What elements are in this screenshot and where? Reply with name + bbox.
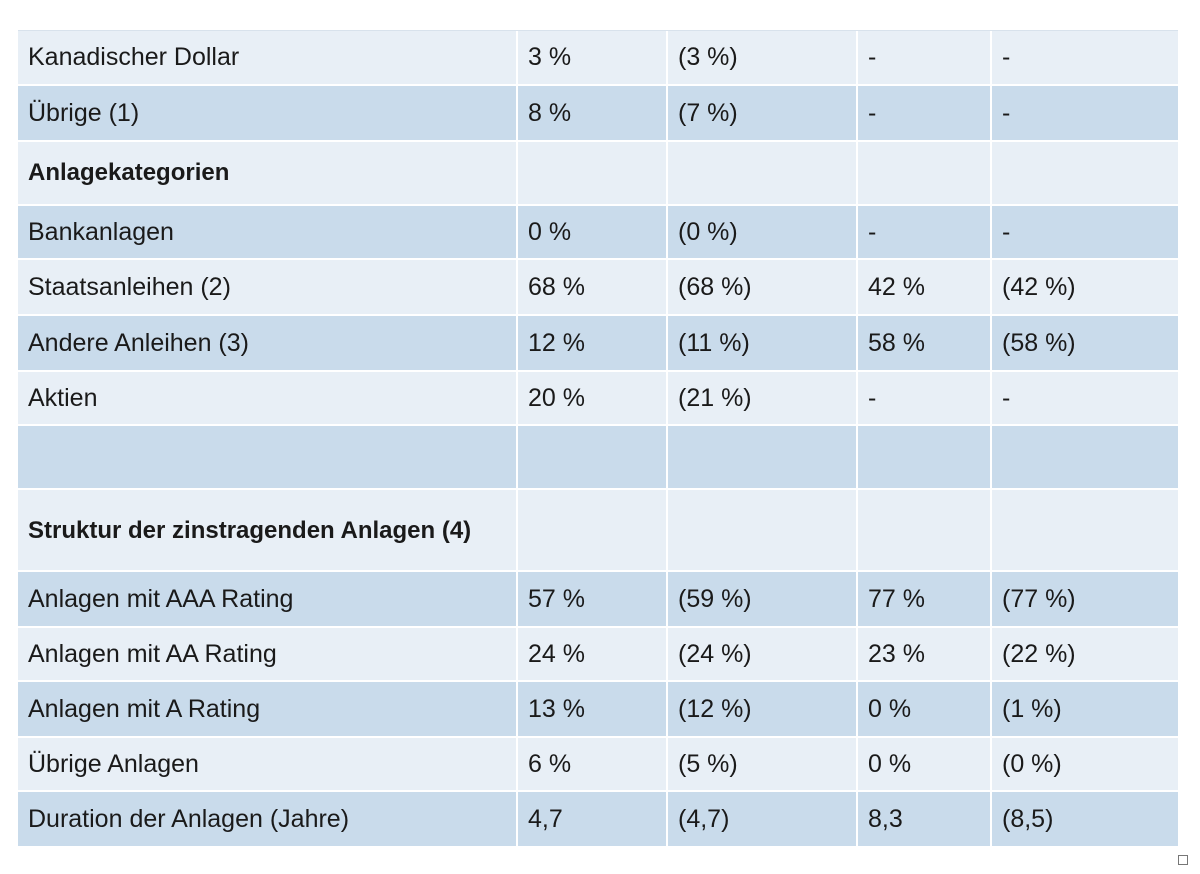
value-cell-3: - — [857, 31, 992, 86]
table-row: Anlagen mit AA Rating 24 % (24 %) 23 % (22 %… — [18, 627, 1178, 682]
allocation-table-container: Kanadischer Dollar 3 % (3 %) - - Übrige (1) 8 … — [18, 30, 1178, 848]
table-row: Anlagekategorien — [18, 141, 1178, 206]
value-cell-3 — [857, 425, 992, 490]
value-cell-3: 77 % — [857, 571, 992, 628]
value-cell-3: 42 % — [857, 259, 992, 316]
value-cell-1: 12 % — [517, 315, 668, 372]
row-label-cell: Staatsanleihen (2) — [18, 259, 518, 316]
row-label-cell: Kanadischer Dollar — [18, 31, 518, 86]
value-cell-1: 20 % — [517, 371, 668, 426]
value-cell-2: (4,7) — [667, 791, 858, 848]
value-cell-1: 4,7 — [517, 791, 668, 848]
value-cell-1: 0 % — [517, 205, 668, 260]
row-label-cell: Duration der Anlagen (Jahre) — [18, 791, 518, 848]
value-cell-2: (21 %) — [667, 371, 858, 426]
value-cell-4: (22 %) — [991, 627, 1178, 682]
value-cell-4 — [991, 489, 1178, 572]
table-row: Kanadischer Dollar 3 % (3 %) - - — [18, 31, 1178, 86]
value-cell-3: 0 % — [857, 737, 992, 792]
table-row: Übrige Anlagen 6 % (5 %) 0 % (0 %) — [18, 737, 1178, 792]
value-cell-1 — [517, 489, 668, 572]
value-cell-3: - — [857, 205, 992, 260]
table-row: Aktien 20 % (21 %) - - — [18, 371, 1178, 426]
value-cell-3: 8,3 — [857, 791, 992, 848]
value-cell-2: (24 %) — [667, 627, 858, 682]
value-cell-3: 58 % — [857, 315, 992, 372]
value-cell-4: - — [991, 31, 1178, 86]
value-cell-2: (12 %) — [667, 681, 858, 738]
value-cell-1: 6 % — [517, 737, 668, 792]
value-cell-4: (58 %) — [991, 315, 1178, 372]
value-cell-4: - — [991, 371, 1178, 426]
table-row: Anlagen mit AAA Rating 57 % (59 %) 77 % (77 … — [18, 571, 1178, 628]
value-cell-4 — [991, 141, 1178, 206]
row-label-cell: Struktur der zinstragenden Anlagen (4) — [18, 489, 518, 572]
value-cell-2 — [667, 425, 858, 490]
value-cell-1: 13 % — [517, 681, 668, 738]
value-cell-4: - — [991, 205, 1178, 260]
table-row: Duration der Anlagen (Jahre) 4,7 (4,7) 8,3(… — [18, 791, 1178, 848]
row-label-cell — [18, 425, 518, 490]
value-cell-2 — [667, 141, 858, 206]
value-cell-2 — [667, 489, 858, 572]
value-cell-3: - — [857, 85, 992, 142]
table-row: Andere Anleihen (3) 12 % (11 %) 58 % (58 %) — [18, 315, 1178, 372]
value-cell-3: 0 % — [857, 681, 992, 738]
value-cell-2: (11 %) — [667, 315, 858, 372]
table-resize-handle[interactable] — [1178, 855, 1188, 865]
value-cell-4: (0 %) — [991, 737, 1178, 792]
value-cell-2: (7 %) — [667, 85, 858, 142]
value-cell-1: 8 % — [517, 85, 668, 142]
row-label-cell: Anlagen mit AAA Rating — [18, 571, 518, 628]
row-label-cell: Aktien — [18, 371, 518, 426]
value-cell-1 — [517, 425, 668, 490]
value-cell-4: (8,5) — [991, 791, 1178, 848]
table-body: Kanadischer Dollar 3 % (3 %) - - Übrige (1) 8 … — [18, 31, 1178, 848]
table-row — [18, 425, 1178, 490]
table-row: Anlagen mit A Rating 13 % (12 %) 0 % (1 %) — [18, 681, 1178, 738]
value-cell-1: 57 % — [517, 571, 668, 628]
value-cell-2: (3 %) — [667, 31, 858, 86]
value-cell-2: (5 %) — [667, 737, 858, 792]
table-row: Übrige (1) 8 % (7 %) - - — [18, 85, 1178, 142]
row-label-cell: Andere Anleihen (3) — [18, 315, 518, 372]
table-row: Staatsanleihen (2) 68 % (68 %) 42 % (42 %) — [18, 259, 1178, 316]
value-cell-1: 68 % — [517, 259, 668, 316]
value-cell-4: (77 %) — [991, 571, 1178, 628]
value-cell-1 — [517, 141, 668, 206]
value-cell-4: (42 %) — [991, 259, 1178, 316]
value-cell-3: - — [857, 371, 992, 426]
row-label-cell: Anlagekategorien — [18, 141, 518, 206]
table-row: Struktur der zinstragenden Anlagen (4) — [18, 489, 1178, 572]
value-cell-2: (0 %) — [667, 205, 858, 260]
allocation-table: Kanadischer Dollar 3 % (3 %) - - Übrige (1) 8 … — [18, 31, 1178, 848]
value-cell-1: 3 % — [517, 31, 668, 86]
table-row: Bankanlagen 0 % (0 %) - - — [18, 205, 1178, 260]
value-cell-3 — [857, 489, 992, 572]
row-label-cell: Anlagen mit AA Rating — [18, 627, 518, 682]
row-label-cell: Bankanlagen — [18, 205, 518, 260]
value-cell-3: 23 % — [857, 627, 992, 682]
value-cell-2: (59 %) — [667, 571, 858, 628]
value-cell-4: (1 %) — [991, 681, 1178, 738]
row-label-cell: Übrige Anlagen — [18, 737, 518, 792]
value-cell-2: (68 %) — [667, 259, 858, 316]
value-cell-4: - — [991, 85, 1178, 142]
value-cell-1: 24 % — [517, 627, 668, 682]
row-label-cell: Anlagen mit A Rating — [18, 681, 518, 738]
row-label-cell: Übrige (1) — [18, 85, 518, 142]
value-cell-3 — [857, 141, 992, 206]
value-cell-4 — [991, 425, 1178, 490]
